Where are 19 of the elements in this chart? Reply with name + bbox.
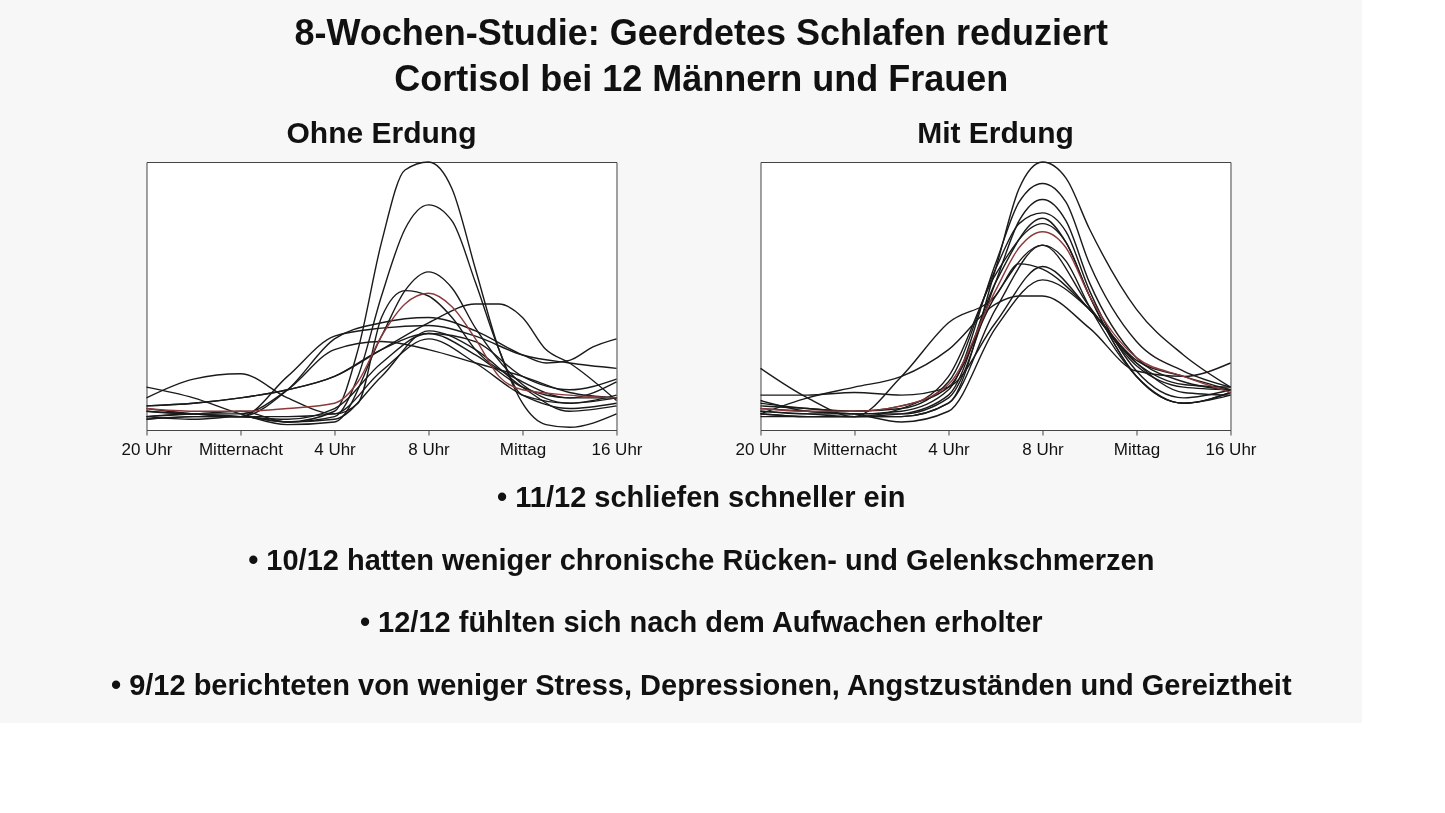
x-tick-label: 4 Uhr bbox=[314, 439, 357, 459]
chart-title: Ohne Erdung bbox=[286, 116, 477, 150]
x-tick-label: Mitternacht bbox=[812, 439, 898, 459]
text: 8-Wochen-Studie: Geerdetes Schlafen reduziert Cortisol bei 12 Männern und Frauen bbox=[294, 11, 1109, 99]
x-tick-label: 8 Uhr bbox=[1022, 439, 1065, 459]
x-tick-label: 8 Uhr bbox=[408, 439, 451, 459]
x-tick-label: 20 Uhr bbox=[121, 439, 173, 459]
x-tick-label: Mitternacht bbox=[198, 439, 284, 459]
text: • 11/12 schliefen schneller ein bbox=[497, 481, 906, 514]
x-tick-label: Mittag bbox=[1113, 439, 1161, 459]
text: • 9/12 berichteten von weniger Stress, Depressionen, Angstzuständen und Gereiztheit bbox=[110, 668, 1292, 701]
x-tick-label: 16 Uhr bbox=[1205, 439, 1257, 459]
chart-title: Mit Erdung bbox=[917, 116, 1074, 150]
x-tick-label: 20 Uhr bbox=[735, 439, 787, 459]
text: • 10/12 hatten weniger chronische Rücken- und Gelenkschmerzen bbox=[248, 543, 1155, 576]
x-tick-label: Mittag bbox=[499, 439, 547, 459]
x-tick-label: 16 Uhr bbox=[591, 439, 643, 459]
x-tick-label: 4 Uhr bbox=[928, 439, 971, 459]
text: • 12/12 fühlten sich nach dem Aufwachen erholter bbox=[359, 606, 1043, 639]
